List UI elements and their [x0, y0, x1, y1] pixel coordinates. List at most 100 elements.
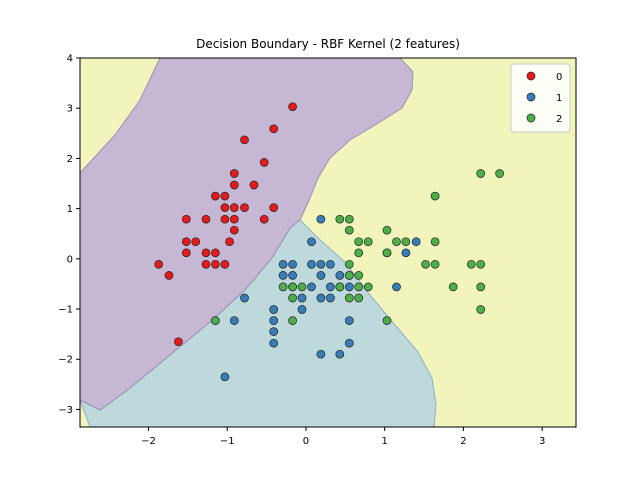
plot-frame	[79, 57, 577, 428]
point-class-0-28	[154, 259, 164, 269]
point-class-0-24	[211, 248, 220, 258]
x-tick-label-2: 0	[303, 436, 309, 447]
legend-marker-1	[526, 92, 536, 102]
point-class-2-18	[476, 259, 486, 269]
point-class-1-10	[335, 271, 345, 280]
x-axis: −2 −1 0 1 2 3	[141, 427, 545, 447]
point-class-1-3	[288, 259, 297, 269]
point-class-2-5	[382, 225, 392, 235]
point-class-1-34	[411, 237, 421, 247]
legend: 0 1 2	[510, 63, 571, 133]
point-class-1-17	[297, 293, 307, 303]
point-class-0-23	[201, 248, 211, 258]
point-class-1-18	[316, 293, 326, 303]
point-class-1-0	[316, 214, 326, 224]
y-tick-label-0: −3	[58, 405, 73, 416]
point-class-2-33	[211, 316, 220, 325]
point-class-0-17	[201, 214, 211, 224]
point-class-0-4	[229, 169, 239, 178]
point-class-2-30	[344, 293, 354, 303]
x-tick-label-3: 1	[381, 436, 387, 447]
legend-label-0: 0	[556, 72, 562, 83]
point-class-2-16	[430, 259, 440, 269]
point-class-0-13	[220, 214, 230, 224]
point-class-1-5	[316, 259, 326, 269]
legend-marker-0	[526, 71, 536, 81]
decision-regions	[80, 58, 576, 427]
point-class-0-26	[211, 259, 220, 269]
point-class-1-4	[307, 259, 316, 269]
point-class-1-7	[278, 271, 288, 280]
x-tick-label-1: −1	[220, 436, 235, 447]
point-class-2-31	[354, 293, 364, 303]
point-class-2-2	[430, 191, 440, 201]
point-class-1-9	[316, 271, 326, 280]
point-class-1-13	[307, 282, 316, 292]
point-class-0-10	[220, 203, 230, 212]
point-class-2-20	[354, 271, 364, 280]
data-points	[154, 102, 504, 382]
x-tick-label-0: −2	[141, 436, 156, 447]
point-class-0-22	[181, 248, 191, 258]
point-class-2-9	[392, 237, 401, 247]
point-class-2-7	[354, 237, 364, 247]
point-class-0-6	[249, 180, 259, 190]
point-class-0-19	[181, 237, 191, 247]
point-class-0-12	[240, 203, 249, 212]
point-class-2-25	[476, 282, 486, 292]
point-class-2-24	[448, 282, 458, 292]
point-class-1-35	[392, 282, 401, 292]
point-class-2-1	[495, 169, 504, 178]
point-class-0-5	[229, 180, 239, 190]
y-tick-label-6: 3	[67, 104, 73, 115]
point-class-1-14	[326, 282, 335, 292]
point-class-0-0	[288, 102, 297, 112]
point-class-2-35	[382, 316, 392, 325]
point-class-0-1	[269, 124, 279, 134]
point-class-1-16	[344, 282, 354, 292]
legend-marker-2	[526, 113, 536, 123]
point-class-0-16	[181, 214, 191, 224]
point-class-2-11	[430, 237, 440, 247]
x-tick-label-5: 3	[539, 436, 545, 447]
point-class-1-29	[220, 372, 230, 382]
point-class-1-24	[269, 327, 279, 336]
point-class-2-0	[476, 169, 486, 178]
point-class-2-15	[421, 259, 430, 269]
point-class-2-10	[401, 237, 411, 247]
point-class-0-3	[259, 158, 269, 167]
point-class-0-7	[211, 191, 220, 201]
point-class-2-34	[288, 316, 297, 325]
point-class-1-30	[240, 293, 249, 303]
point-class-2-26	[278, 282, 288, 292]
point-class-0-27	[220, 259, 230, 269]
y-tick-label-2: −1	[58, 305, 73, 316]
point-class-2-6	[344, 225, 354, 235]
point-class-0-25	[201, 259, 211, 269]
point-class-1-8	[288, 271, 297, 280]
point-class-1-20	[269, 305, 279, 314]
point-class-0-2	[240, 135, 249, 145]
point-class-2-13	[382, 248, 392, 258]
point-class-0-30	[174, 337, 183, 347]
point-class-0-18	[229, 225, 239, 235]
point-class-0-8	[220, 191, 230, 201]
y-tick-label-5: 2	[67, 154, 73, 165]
point-class-2-19	[344, 271, 354, 280]
point-class-1-27	[316, 349, 326, 359]
point-class-2-23	[363, 282, 373, 292]
point-class-2-14	[344, 259, 354, 269]
point-class-1-1	[307, 237, 316, 247]
point-class-2-27	[288, 282, 297, 292]
y-tick-label-7: 4	[67, 54, 73, 65]
point-class-1-21	[297, 305, 307, 314]
point-class-1-22	[269, 316, 279, 325]
point-class-2-32	[476, 305, 486, 314]
point-class-0-11	[229, 203, 239, 212]
point-class-2-22	[354, 282, 364, 292]
point-class-2-3	[335, 214, 345, 224]
legend-label-2: 2	[556, 114, 562, 125]
point-class-0-21	[225, 237, 234, 247]
point-class-0-14	[229, 214, 239, 224]
